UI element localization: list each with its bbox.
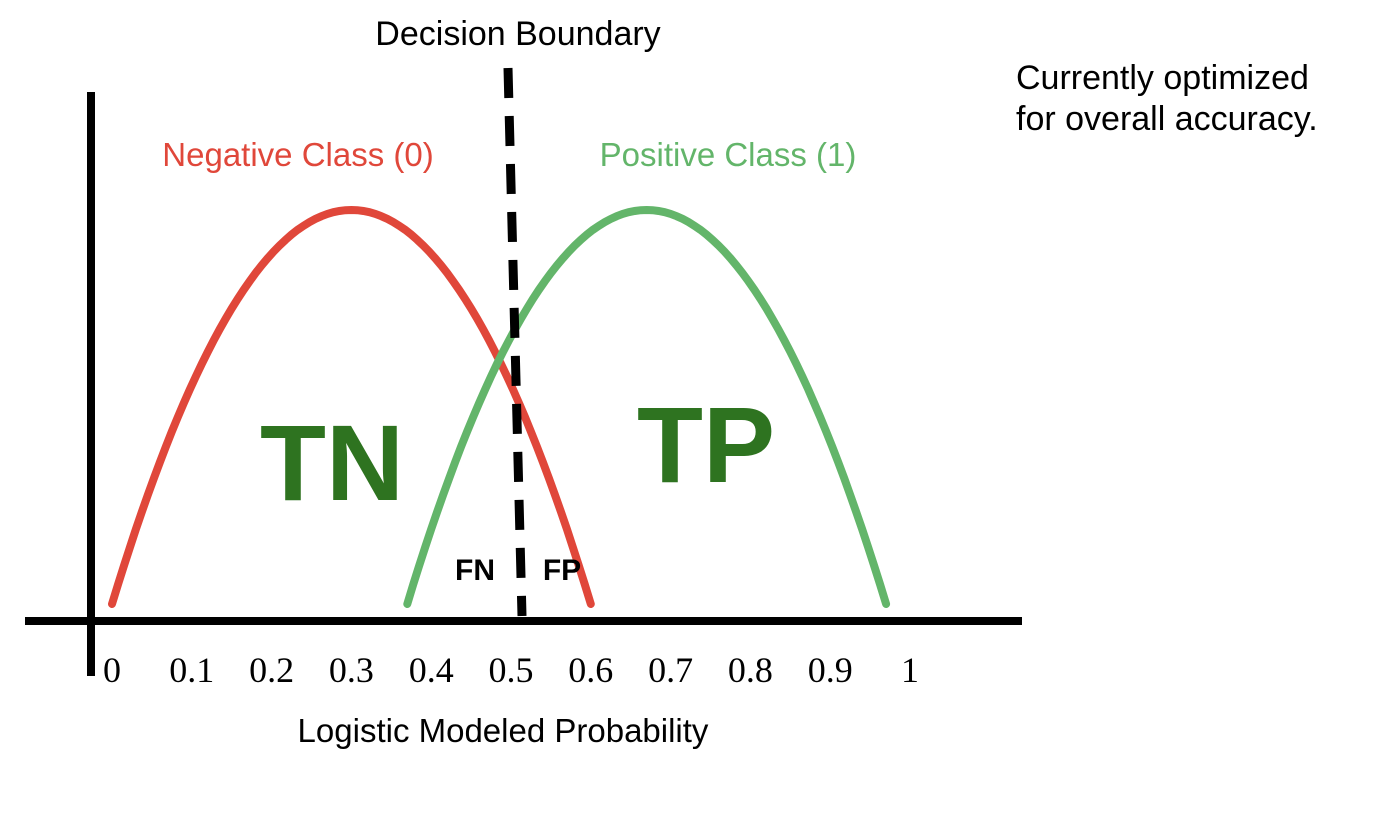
optimization-note-line-1: Currently optimized xyxy=(1016,59,1309,97)
x-tick-label: 0.5 xyxy=(489,650,534,690)
x-tick-label: 1 xyxy=(901,650,919,690)
negative-class-curve xyxy=(108,205,595,608)
x-tick-label: 0.6 xyxy=(568,650,613,690)
true-positive-label: TP xyxy=(637,384,775,505)
positive-class-curve xyxy=(403,205,891,608)
negative-class-label: Negative Class (0) xyxy=(162,136,433,173)
x-axis-label: Logistic Modeled Probability xyxy=(298,712,709,749)
false-negative-label: FN xyxy=(455,554,495,587)
optimization-note-line-2: for overall accuracy. xyxy=(1016,100,1318,138)
x-tick-label: 0.1 xyxy=(169,650,214,690)
x-tick-label: 0.9 xyxy=(808,650,853,690)
decision-boundary-line xyxy=(503,67,527,617)
x-tick-label: 0.8 xyxy=(728,650,773,690)
x-tick-label: 0.3 xyxy=(329,650,374,690)
positive-class-label: Positive Class (1) xyxy=(600,136,857,173)
x-tick-label: 0.4 xyxy=(409,650,454,690)
x-tick-label: 0.7 xyxy=(648,650,693,690)
x-tick-labels: 0 0.1 0.2 0.3 0.4 0.5 0.6 0.7 0.8 0.9 1 xyxy=(103,650,919,690)
decision-boundary-label: Decision Boundary xyxy=(375,15,660,53)
x-tick-label: 0.2 xyxy=(249,650,294,690)
true-negative-label: TN xyxy=(260,402,404,523)
false-positive-label: FP xyxy=(543,554,581,587)
x-tick-label: 0 xyxy=(103,650,121,690)
